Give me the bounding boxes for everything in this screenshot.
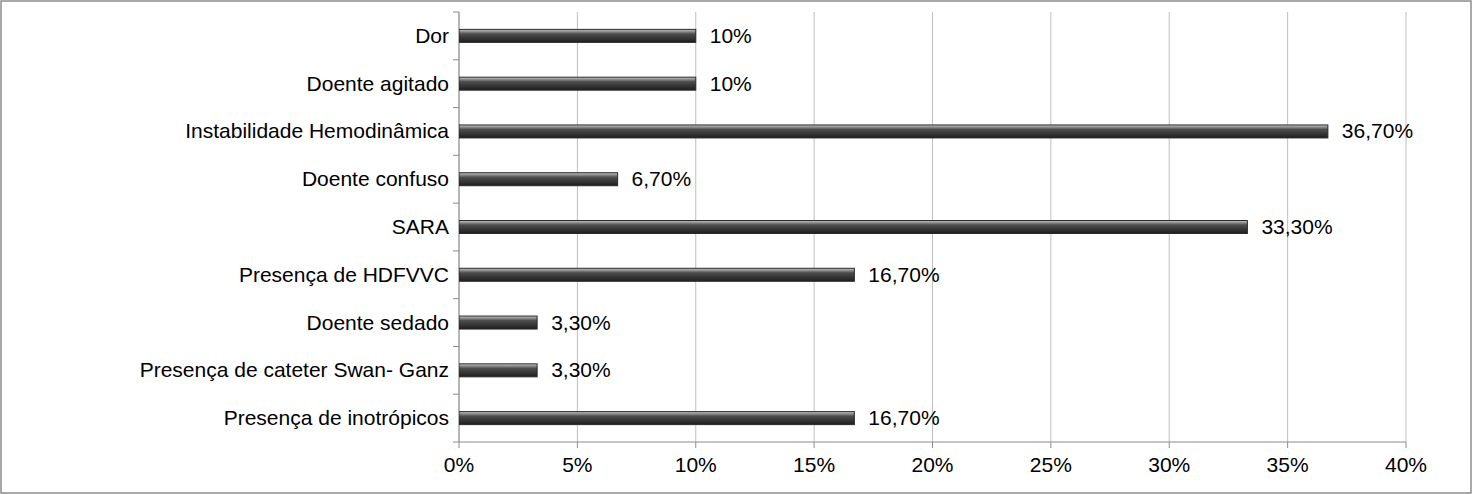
chart-container: 0% 5% 10% 15% 20% 25% 30% 35% 40% Dor 10% Doente ag… xyxy=(0,0,1472,494)
x-axis-line xyxy=(459,442,1406,443)
category-label: Presença de cateter Swan- Ganz xyxy=(140,358,449,381)
x-tick xyxy=(577,442,578,448)
category-tick xyxy=(453,12,459,13)
category-label: Instabilidade Hemodinâmica xyxy=(185,119,449,142)
bar xyxy=(459,364,537,377)
x-tick xyxy=(459,442,460,448)
grid xyxy=(459,12,1406,448)
category-tick xyxy=(453,346,459,347)
bar xyxy=(459,412,854,425)
x-tick xyxy=(1050,442,1051,448)
x-tick xyxy=(695,442,696,448)
chart-svg: 0% 5% 10% 15% 20% 25% 30% 35% 40% Dor 10% Doente ag… xyxy=(0,0,1472,494)
category-tick xyxy=(453,250,459,251)
x-tick xyxy=(1169,442,1170,448)
category-label: Dor xyxy=(415,24,449,47)
bars xyxy=(459,29,1328,424)
category-label: Doente confuso xyxy=(302,167,449,190)
data-label: 3,30% xyxy=(551,358,611,381)
category-tick xyxy=(453,59,459,60)
bar xyxy=(459,316,537,329)
data-label: 6,70% xyxy=(632,167,692,190)
x-tick-labels: 0% 5% 10% 15% 20% 25% 30% 35% 40% xyxy=(444,453,1427,476)
data-label: 36,70% xyxy=(1342,119,1413,142)
bar xyxy=(459,268,854,281)
category-label: Presença de inotrópicos xyxy=(224,406,449,429)
x-tick-label: 0% xyxy=(444,453,474,476)
bar xyxy=(459,29,696,42)
bar xyxy=(459,173,618,186)
x-tick-label: 10% xyxy=(675,453,717,476)
x-tick-label: 40% xyxy=(1385,453,1427,476)
data-label: 10% xyxy=(710,24,752,47)
data-label: 16,70% xyxy=(868,263,939,286)
bar xyxy=(459,77,696,90)
data-label: 33,30% xyxy=(1261,215,1332,238)
category-tick xyxy=(453,298,459,299)
data-label: 3,30% xyxy=(551,311,611,334)
x-tick xyxy=(1406,442,1407,448)
data-label: 10% xyxy=(710,72,752,95)
bar xyxy=(459,125,1328,138)
x-tick xyxy=(814,442,815,448)
category-label: Presença de HDFVVC xyxy=(239,263,449,286)
x-tick-label: 20% xyxy=(911,453,953,476)
x-tick-label: 25% xyxy=(1030,453,1072,476)
bar xyxy=(459,221,1247,234)
labels: Dor 10% Doente agitado 10% Instabilidade Hem… xyxy=(140,24,1413,429)
chart-frame xyxy=(1,1,1471,493)
category-label: SARA xyxy=(392,215,449,238)
category-tick xyxy=(453,107,459,108)
data-label: 16,70% xyxy=(868,406,939,429)
grid-line xyxy=(1406,12,1407,442)
category-label: Doente sedado xyxy=(307,311,449,334)
x-tick-label: 30% xyxy=(1148,453,1190,476)
category-tick xyxy=(453,394,459,395)
category-tick xyxy=(453,203,459,204)
x-tick xyxy=(1287,442,1288,448)
category-label: Doente agitado xyxy=(307,72,449,95)
x-tick-label: 5% xyxy=(562,453,592,476)
x-tick-label: 35% xyxy=(1267,453,1309,476)
x-tick xyxy=(932,442,933,448)
x-tick-label: 15% xyxy=(793,453,835,476)
category-tick xyxy=(453,442,459,443)
category-tick xyxy=(453,155,459,156)
